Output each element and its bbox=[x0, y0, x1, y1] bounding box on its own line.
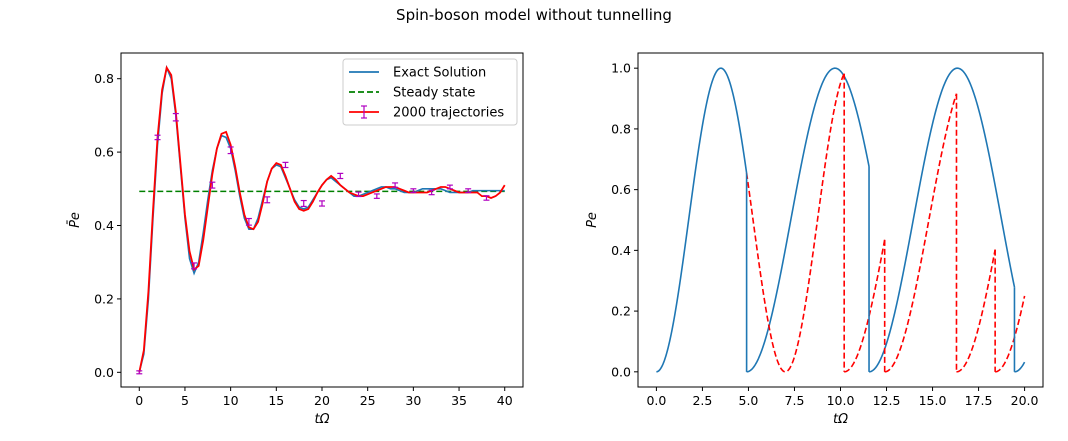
y-tick-label: 0.8 bbox=[611, 121, 631, 136]
y-tick-label: 0.6 bbox=[94, 145, 114, 160]
error-bar bbox=[191, 262, 198, 270]
legend-entry-steady: Steady state bbox=[393, 86, 475, 101]
error-bar bbox=[319, 200, 325, 207]
x-tick-label: 35 bbox=[451, 393, 467, 408]
error-bar bbox=[264, 196, 271, 204]
dashed-curve-segment bbox=[884, 93, 958, 373]
x-tick-label: 17.5 bbox=[965, 393, 993, 408]
error-bar bbox=[136, 370, 143, 375]
x-tick-label: 10 bbox=[223, 393, 239, 408]
x-tick-label: 7.5 bbox=[785, 393, 805, 408]
x-tick-label: 12.5 bbox=[873, 393, 901, 408]
y-tick-label: 0.2 bbox=[611, 304, 631, 319]
figure-title: Spin-boson model without tunnelling bbox=[396, 6, 672, 24]
dashed-curve-segment bbox=[995, 295, 1026, 373]
y-axis-label: Pe bbox=[585, 212, 600, 228]
left-chart: 0 5 10 15 20 25 30 35 40 0.0 0.2 0.4 0.6 0.8 tΩ P̄e Exac… bbox=[68, 52, 524, 427]
x-tick-label: 15.0 bbox=[919, 393, 947, 408]
y-axis-label: P̄e bbox=[68, 212, 83, 228]
solid-curve-segment bbox=[656, 67, 748, 373]
solid-curve-segment bbox=[1014, 361, 1026, 373]
solid-curve-segment bbox=[868, 67, 1016, 373]
error-bar bbox=[300, 199, 307, 208]
y-tick-label: 0.0 bbox=[611, 364, 631, 379]
dashed-curve-segment bbox=[956, 249, 996, 373]
error-bar bbox=[373, 193, 380, 199]
x-tick-label: 10.0 bbox=[827, 393, 855, 408]
x-tick-label: 0 bbox=[135, 393, 143, 408]
plot-frame bbox=[637, 52, 1044, 388]
legend-box bbox=[342, 58, 518, 126]
error-bar bbox=[154, 134, 161, 141]
x-tick-label: 40 bbox=[497, 393, 513, 408]
error-bar bbox=[410, 188, 417, 194]
y-tick-label: 1.0 bbox=[611, 61, 631, 76]
error-bar bbox=[172, 112, 179, 122]
y-tick-label: 0.0 bbox=[94, 365, 114, 380]
x-tick-label: 0.0 bbox=[646, 393, 666, 408]
right-chart: 0.0 2.5 5.0 7.5 10.0 12.5 15.0 17.5 20.0 0.0 0.2 0.… bbox=[585, 52, 1044, 427]
x-tick-label: 20 bbox=[314, 393, 330, 408]
error-bar bbox=[245, 217, 252, 226]
x-tick-label: 25 bbox=[360, 393, 376, 408]
x-axis-label: tΩ bbox=[314, 412, 329, 427]
error-bar bbox=[355, 191, 362, 198]
y-tick-label: 0.6 bbox=[611, 182, 631, 197]
error-bar bbox=[337, 172, 344, 180]
y-tick-label: 0.4 bbox=[94, 218, 114, 233]
error-bar bbox=[446, 184, 453, 190]
dashed-curve-segment bbox=[745, 73, 845, 373]
trajectories-line bbox=[138, 65, 506, 373]
error-bar bbox=[392, 182, 399, 188]
dashed-curve-segment bbox=[844, 239, 886, 373]
legend-entry-exact: Exact Solution bbox=[393, 66, 486, 81]
y-tick-label: 0.2 bbox=[94, 291, 114, 306]
x-tick-label: 5.0 bbox=[739, 393, 759, 408]
legend-entry-trajectories: 2000 trajectories bbox=[393, 106, 504, 121]
solid-curve-segment bbox=[746, 67, 870, 373]
error-bar bbox=[483, 195, 490, 201]
x-tick-label: 15 bbox=[268, 393, 284, 408]
x-tick-label: 30 bbox=[405, 393, 421, 408]
error-bar bbox=[227, 146, 234, 155]
x-axis-label: tΩ bbox=[833, 412, 848, 427]
y-tick-label: 0.4 bbox=[611, 243, 631, 258]
legend: Exact Solution Steady state 2000 trajector… bbox=[342, 58, 518, 126]
error-bar bbox=[465, 188, 472, 194]
error-bar bbox=[282, 161, 289, 169]
x-tick-label: 20.0 bbox=[1011, 393, 1039, 408]
y-tick-label: 0.8 bbox=[94, 71, 114, 86]
x-tick-label: 5 bbox=[181, 393, 189, 408]
error-bar bbox=[428, 189, 435, 196]
x-tick-label: 2.5 bbox=[692, 393, 712, 408]
error-bar bbox=[209, 181, 216, 189]
